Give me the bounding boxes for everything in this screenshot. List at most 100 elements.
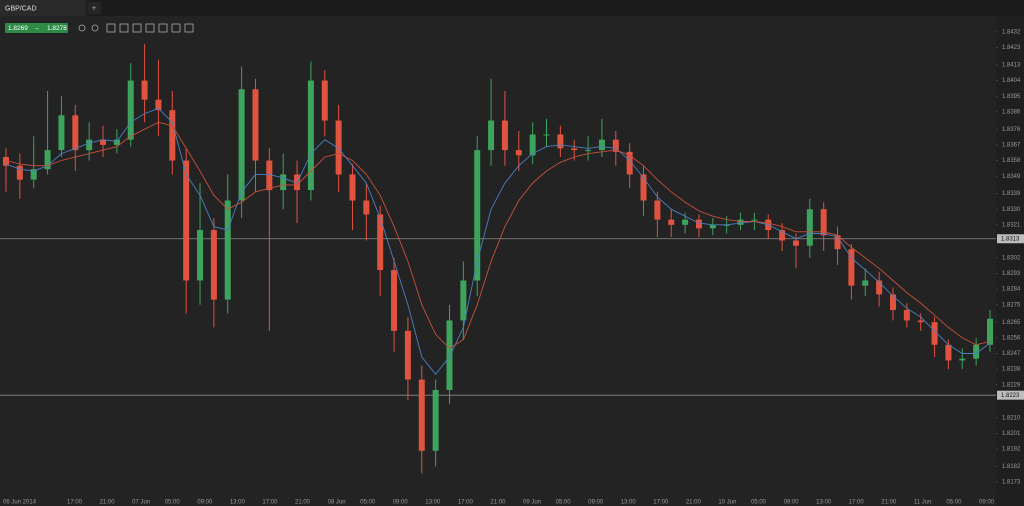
price-line-tag [997,234,1024,244]
y-tick-label: 1.8395 [1002,94,1021,100]
candle-body [862,280,869,286]
y-tick-label: 1.8247 [1002,351,1021,357]
candle-body [529,134,536,156]
price-line-label: 1.8223 [1001,393,1020,399]
candle-body [571,148,578,151]
indicators-button[interactable] [132,23,142,33]
ask-price: 1.8278 [47,25,67,32]
y-tick-label: 1.8192 [1002,447,1021,453]
y-tick-label: 1.8173 [1002,480,1021,486]
x-tick-label: 07 Jun [132,500,150,506]
candle-body [321,80,328,121]
chart-type-button[interactable] [119,23,129,33]
tab[interactable] [0,0,86,16]
candle-body [709,224,716,229]
price-axis [996,16,1024,506]
candle-body [86,139,93,151]
settings-button[interactable] [184,23,194,33]
candle-body [113,139,120,145]
y-tick-label: 1.8302 [1002,255,1021,261]
candle-body [931,322,938,345]
zoom-out-button[interactable] [91,24,99,32]
x-tick-label: 09:00 [197,500,213,506]
candle-body [987,318,993,345]
add-tab-button[interactable] [87,2,101,14]
draw-button[interactable] [158,23,168,33]
y-tick-label: 1.8423 [1002,45,1021,51]
quote-box[interactable] [5,23,68,33]
x-tick-label: 09:00 [393,500,409,506]
candle-body [16,165,23,180]
candle-body [169,110,176,161]
candle-body [654,200,661,220]
candle-body [668,219,675,225]
candle-body [585,150,592,152]
candle-body [903,310,910,321]
candle-body [280,174,287,191]
candle-body [30,169,37,180]
candle-body [3,157,9,166]
candle-body [501,120,508,151]
template-button[interactable] [145,23,155,33]
x-tick-label: 21:00 [490,500,506,506]
candle-body [820,209,827,236]
y-tick-label: 1.8256 [1002,335,1021,341]
x-tick-label: 21:00 [295,500,311,506]
x-tick-label: 06 Jun 2014 [3,500,37,506]
candle-body [973,344,980,359]
candle-body [543,134,550,136]
moving-average [5,107,991,376]
candle-body [266,160,273,191]
candle-body [44,150,51,170]
tab-title: GBP/CAD [5,5,37,12]
y-tick-label: 1.8321 [1002,222,1021,228]
candle-body [238,89,245,201]
candle-body [446,320,453,390]
x-tick-label: 17:00 [67,500,83,506]
x-tick-label: 13:00 [621,500,637,506]
candle-body [127,80,134,140]
candle-body [682,219,689,225]
y-tick-label: 1.8265 [1002,320,1021,326]
candle-body [183,160,190,281]
y-tick-label: 1.8432 [1002,29,1021,35]
candle-body [197,230,204,281]
price-line-label: 1.8313 [1001,236,1020,242]
zoom-in-button[interactable] [78,24,86,32]
x-tick-label: 09:00 [979,500,995,506]
candle-body [751,219,758,221]
candle-body [792,240,799,246]
y-tick-label: 1.8386 [1002,109,1021,115]
x-tick-label: 05:00 [360,500,376,506]
candle-body [834,235,841,250]
y-tick-label: 1.8413 [1002,63,1021,69]
timeframe-button[interactable] [106,23,116,33]
candle-body [349,174,356,201]
candle-body [945,344,952,361]
price-line-tag [997,390,1024,400]
candle-body [695,219,702,229]
candle-body [210,230,217,300]
candle-body [155,99,162,111]
candle-body [917,320,924,323]
candle-body [224,200,231,300]
candle-body [252,89,259,161]
candle-body [806,209,813,246]
x-tick-label: 11 Jun [914,500,932,506]
x-tick-label: 17:00 [458,500,474,506]
candle-body [488,120,495,151]
y-tick-label: 1.8404 [1002,78,1021,84]
candle-body [557,134,564,149]
x-tick-label: 09:00 [588,500,604,506]
bid-price: 1.8269 [8,25,28,32]
x-tick-label: 10 Jun [718,500,736,506]
candle-body [737,219,744,225]
x-tick-label: 13:00 [425,500,441,506]
candle-body [141,80,148,100]
candle-body [889,294,896,311]
objects-button[interactable] [171,23,181,33]
x-tick-label: 21:00 [881,500,897,506]
candle-body [404,330,411,380]
